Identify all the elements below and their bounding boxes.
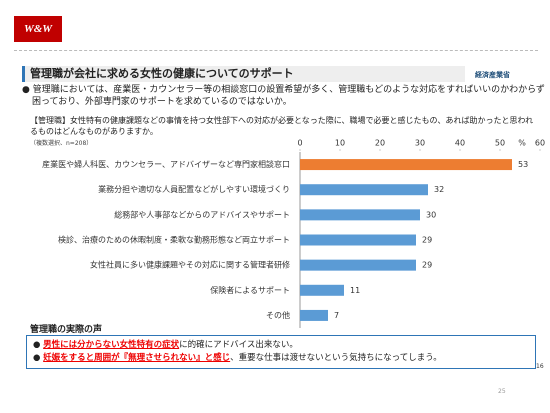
unit-label: % (518, 139, 526, 148)
bar (300, 184, 428, 196)
bullet: ● (33, 340, 44, 350)
voice-highlight: 男性には分からない女性特有の症状 (43, 340, 180, 350)
bar (300, 159, 512, 171)
title: 管理職が会社に求める女性の健康についてのサポート (30, 67, 294, 80)
value-label: 7 (334, 311, 339, 320)
value-label: 32 (434, 185, 444, 194)
y-tick-label: 検診、治療のための休暇制度・柔軟な勤務形態など両立サポート (58, 235, 290, 245)
ministry-logo: 経済産業省 (475, 71, 510, 79)
voice-text: に的確にアドバイス出来ない。 (179, 340, 298, 350)
x-tick-label: 10 (335, 139, 345, 148)
x-tick-label: 60 (535, 139, 545, 148)
voice-item: ● 男性には分からない女性特有の症状に的確にアドバイス出来ない。 (33, 339, 529, 352)
bullet: ● (22, 85, 33, 95)
value-label: 53 (518, 160, 528, 169)
bar (300, 309, 328, 321)
y-tick-label: 産業医や婦人科医、カウンセラー、アドバイザーなど専門家相談窓口 (42, 159, 290, 169)
bar (300, 284, 344, 296)
bar (300, 234, 416, 246)
value-label: 29 (422, 261, 432, 270)
y-tick-label: その他 (266, 310, 290, 320)
logo: W&W (14, 16, 62, 42)
value-label: 11 (350, 286, 360, 295)
y-tick-label: 総務部や人事部などからのアドバイスやサポート (114, 209, 290, 219)
slide-number: 25 (498, 388, 506, 395)
divider (14, 50, 538, 51)
summary-text: 管理職においては、産業医・カウンセラー等の相談窓口の設置希望が多く、管理職もどの… (32, 85, 545, 107)
title-bar (22, 66, 465, 82)
voices-list: ● 男性には分からない女性特有の症状に的確にアドバイス出来ない。 ● 妊娠をすると… (27, 336, 535, 368)
x-tick-label: 20 (375, 139, 385, 148)
question: 【管理職】女性特有の健康課題などの事情を持つ女性部下への対応が必要となった際に、… (30, 116, 534, 136)
voice-highlight: 妊娠をすると周囲が『無理させられない』と感じ (43, 353, 231, 363)
y-tick-label: 業務分担や適切な人員配置などがしやすい環境づくり (98, 184, 290, 194)
x-tick-label: 0 (297, 139, 302, 148)
voices-title: 管理職の実際の声 (30, 325, 103, 335)
note: （複数選択、n=208） (30, 140, 93, 147)
y-tick-label: 女性社員に多い健康課題やその対応に関する管理者研修 (90, 260, 290, 270)
voice-item: ● 妊娠をすると周囲が『無理させられない』と感じ、重要な仕事は渡せないという気持… (33, 352, 529, 365)
x-tick-label: 40 (455, 139, 465, 148)
voices-box: ● 男性には分からない女性特有の症状に的確にアドバイス出来ない。 ● 妊娠をすると… (26, 335, 536, 369)
x-tick-label: 30 (415, 139, 425, 148)
bar (300, 209, 420, 221)
voice-text: 、重要な仕事は渡せないという気持ちになってしまう。 (230, 353, 442, 363)
value-label: 30 (426, 210, 436, 219)
summary: ● 管理職においては、産業医・カウンセラー等の相談窓口の設置希望が多く、管理職も… (22, 84, 547, 108)
y-tick-label: 保険者によるサポート (210, 285, 290, 295)
value-label: 29 (422, 236, 432, 245)
bullet: ● (33, 353, 44, 363)
x-tick-label: 50 (495, 139, 505, 148)
page-number: 16 (536, 363, 544, 370)
bar (300, 259, 416, 271)
